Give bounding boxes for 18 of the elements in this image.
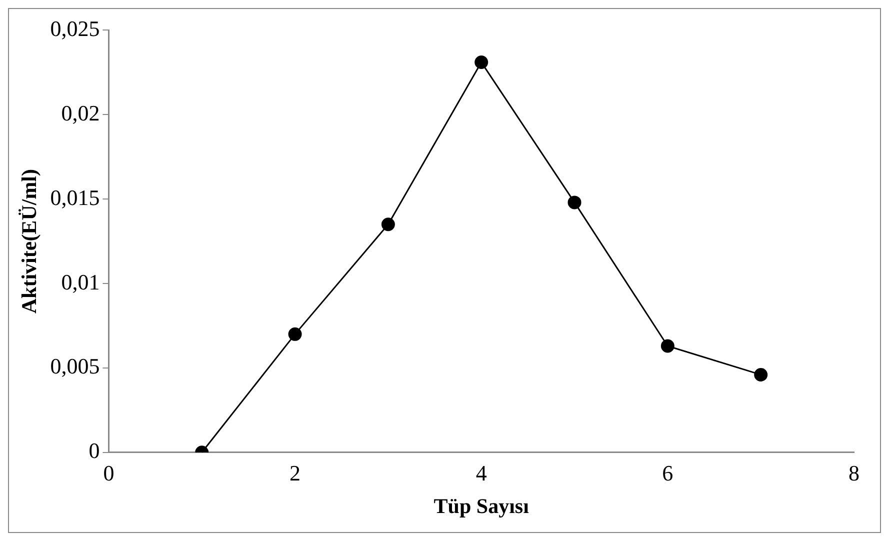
x-tick-label: 2 (290, 460, 301, 486)
point (660, 339, 674, 353)
y-tick-label: 0,005 (50, 354, 100, 379)
x-axis-title: Tüp Sayısı (434, 494, 530, 518)
point (568, 196, 582, 210)
point (474, 56, 488, 70)
point (288, 327, 302, 341)
point (754, 368, 768, 382)
point (381, 218, 395, 232)
y-tick-label: 0,025 (50, 16, 100, 41)
x-tick-label: 6 (662, 460, 674, 486)
y-tick-label: 0,01 (61, 269, 100, 294)
y-tick-label: 0 (88, 438, 100, 464)
y-axis-title: Aktivite(EÜ/ml) (17, 168, 42, 314)
x-tick-label: 8 (848, 460, 860, 486)
y-tick-label: 0,015 (50, 184, 100, 210)
y-tick-label: 0,02 (61, 100, 100, 126)
x-tick-label: 4 (476, 460, 487, 486)
